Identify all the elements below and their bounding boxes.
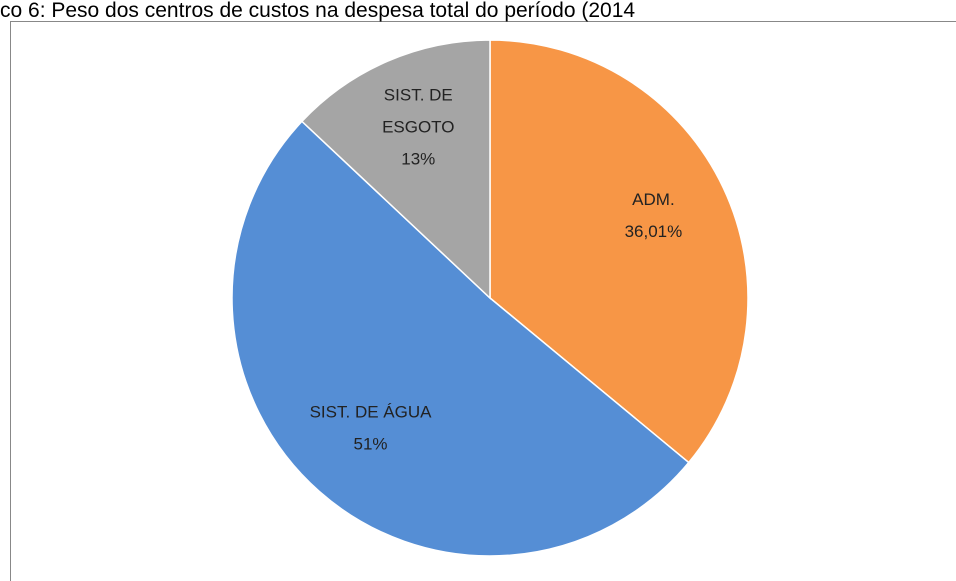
pie-slice: [300, 39, 491, 300]
value-label: 13%: [401, 149, 435, 168]
pie-slice: [489, 39, 749, 464]
value-label: 36,01%: [625, 222, 683, 241]
pie-slice: [231, 120, 690, 557]
category-label: SIST. DE ÁGUA: [310, 402, 433, 421]
value-label: 51%: [354, 434, 388, 453]
category-label: SIST. DE ESGOTO: [382, 85, 454, 136]
chart-title: co 6: Peso dos centros de custos na desp…: [0, 0, 635, 22]
category-label: ADM.: [632, 190, 675, 209]
